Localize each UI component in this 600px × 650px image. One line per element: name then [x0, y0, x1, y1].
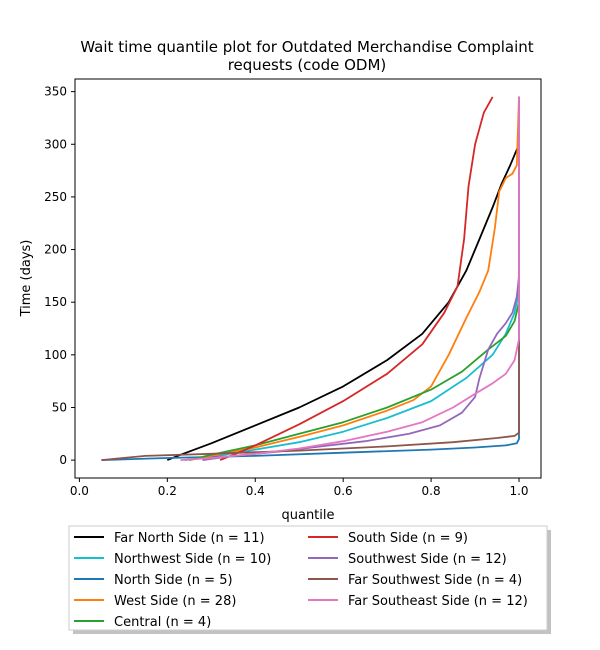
x-tick-label: 0.2	[158, 484, 177, 498]
y-tick-label: 300	[44, 137, 67, 151]
series-line	[101, 96, 520, 461]
x-axis: 0.0 0.2 0.4 0.6 0.8 1.0	[70, 478, 529, 498]
series-layer	[101, 96, 520, 461]
series-line	[180, 96, 520, 461]
series-line	[184, 96, 520, 461]
x-tick-label: 0.4	[246, 484, 265, 498]
y-tick-label: 150	[44, 295, 67, 309]
chart-title: Wait time quantile plot for Outdated Mer…	[80, 38, 533, 56]
y-axis: 0 50 100 150 200 250 300 350	[44, 85, 75, 467]
legend-label: Southwest Side (n = 12)	[348, 552, 507, 567]
legend-label: Far Southwest Side (n = 4)	[348, 573, 522, 588]
legend-entries: Far North Side (n = 11) Northwest Side (n…	[74, 531, 528, 630]
y-axis-label: Time (days)	[19, 240, 34, 318]
series-line	[219, 96, 494, 461]
legend-label: North Side (n = 5)	[114, 573, 233, 588]
legend-label: Far North Side (n = 11)	[114, 531, 265, 546]
legend-label: Central (n = 4)	[114, 615, 211, 630]
x-axis-label: quantile	[281, 508, 334, 523]
legend-label: Far Southeast Side (n = 12)	[348, 594, 528, 609]
series-line	[166, 96, 520, 461]
y-tick-label: 0	[59, 453, 67, 467]
series-line	[101, 339, 520, 461]
legend-label: South Side (n = 9)	[348, 531, 468, 546]
y-tick-label: 100	[44, 348, 67, 362]
series-line	[202, 96, 520, 461]
y-tick-label: 350	[44, 85, 67, 99]
chart-title-line2: requests (code ODM)	[228, 56, 387, 74]
y-tick-label: 200	[44, 243, 67, 257]
x-tick-label: 0.0	[70, 484, 89, 498]
series-line	[189, 96, 520, 461]
plot-frame	[74, 78, 542, 479]
x-tick-label: 0.8	[422, 484, 441, 498]
x-tick-label: 1.0	[509, 484, 528, 498]
x-tick-label: 0.6	[334, 484, 353, 498]
legend: Far North Side (n = 11) Northwest Side (n…	[68, 525, 551, 634]
series-line	[189, 96, 520, 461]
y-tick-label: 250	[44, 190, 67, 204]
legend-label: West Side (n = 28)	[114, 594, 236, 609]
legend-label: Northwest Side (n = 10)	[114, 552, 271, 567]
y-tick-label: 50	[52, 400, 67, 414]
